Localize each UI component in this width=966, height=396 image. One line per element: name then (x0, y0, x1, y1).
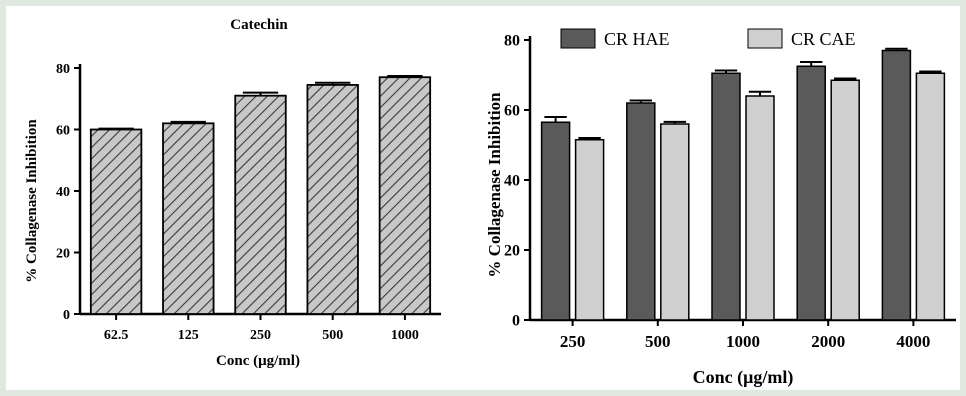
bars (540, 47, 946, 321)
y-axis-label: % Collagenase Inhibition (24, 119, 40, 283)
y-tick-label: 0 (63, 308, 70, 323)
bar-cr-cae (915, 72, 946, 321)
x-tick-label: 500 (322, 328, 343, 343)
bar-cr-cae (745, 95, 775, 321)
y-tick-label: 80 (504, 33, 520, 50)
bar (234, 94, 287, 315)
x-tick-label: 2000 (811, 332, 845, 351)
legend-swatch-cr-cae (747, 28, 783, 49)
bar (378, 76, 432, 315)
bar (89, 128, 143, 315)
bar-cr-hae (881, 49, 912, 321)
legend-swatch-cr-hae (560, 28, 596, 49)
x-axis-label: Conc (μg/ml) (216, 353, 300, 369)
x-tick-label: 4000 (896, 332, 930, 351)
bar (162, 122, 215, 315)
legend-label-cr-cae: CR CAE (791, 29, 856, 49)
charts-svg: Catechin 0 20 40 60 80 62.5 125 250 500 1000 Conc… (24, 17, 956, 388)
x-tick-label: 1000 (726, 332, 760, 351)
x-tick-label: 1000 (391, 328, 419, 343)
chart-cr-extracts: CR HAE CR CAE 0 20 40 60 80 250 500 1000 2000 400… (485, 28, 956, 388)
bars (89, 74, 432, 315)
y-tick-label: 40 (504, 173, 520, 190)
bar-cr-hae (796, 65, 826, 321)
y-tick-label: 80 (56, 62, 70, 77)
chart-catechin: Catechin 0 20 40 60 80 62.5 125 250 500 1000 Conc… (24, 17, 441, 369)
x-tick-label: 250 (560, 332, 586, 351)
x-tick-label: 250 (250, 328, 271, 343)
legend: CR HAE CR CAE (560, 28, 856, 49)
y-tick-label: 60 (504, 103, 520, 120)
y-axis-label: % Collagenase Inhibition (485, 92, 504, 278)
y-tick-label: 20 (504, 243, 520, 260)
y-tick-label: 60 (56, 123, 70, 138)
y-tick-label: 20 (56, 246, 70, 261)
y-tick-label: 40 (56, 185, 70, 200)
x-tick-label: 500 (645, 332, 671, 351)
tick-labels: 0 20 40 60 80 62.5 125 250 500 1000 (56, 62, 419, 343)
bar-cr-hae (540, 121, 571, 321)
bar-cr-cae (660, 123, 690, 321)
bar-cr-hae (711, 72, 741, 321)
bar-cr-cae (830, 79, 860, 321)
legend-label-cr-hae: CR HAE (604, 29, 670, 49)
chart-title: Catechin (230, 17, 288, 33)
tick-labels: 0 20 40 60 80 250 500 1000 2000 4000 (504, 33, 930, 351)
figure-panel: Catechin 0 20 40 60 80 62.5 125 250 500 1000 Conc… (6, 6, 960, 390)
bar-cr-cae (574, 139, 605, 321)
x-tick-label: 125 (178, 328, 199, 343)
x-axis-label: Conc (μg/ml) (693, 367, 794, 388)
bar-cr-hae (626, 102, 656, 321)
x-tick-label: 62.5 (104, 328, 129, 343)
bar (306, 84, 359, 315)
y-tick-label: 0 (512, 313, 520, 330)
